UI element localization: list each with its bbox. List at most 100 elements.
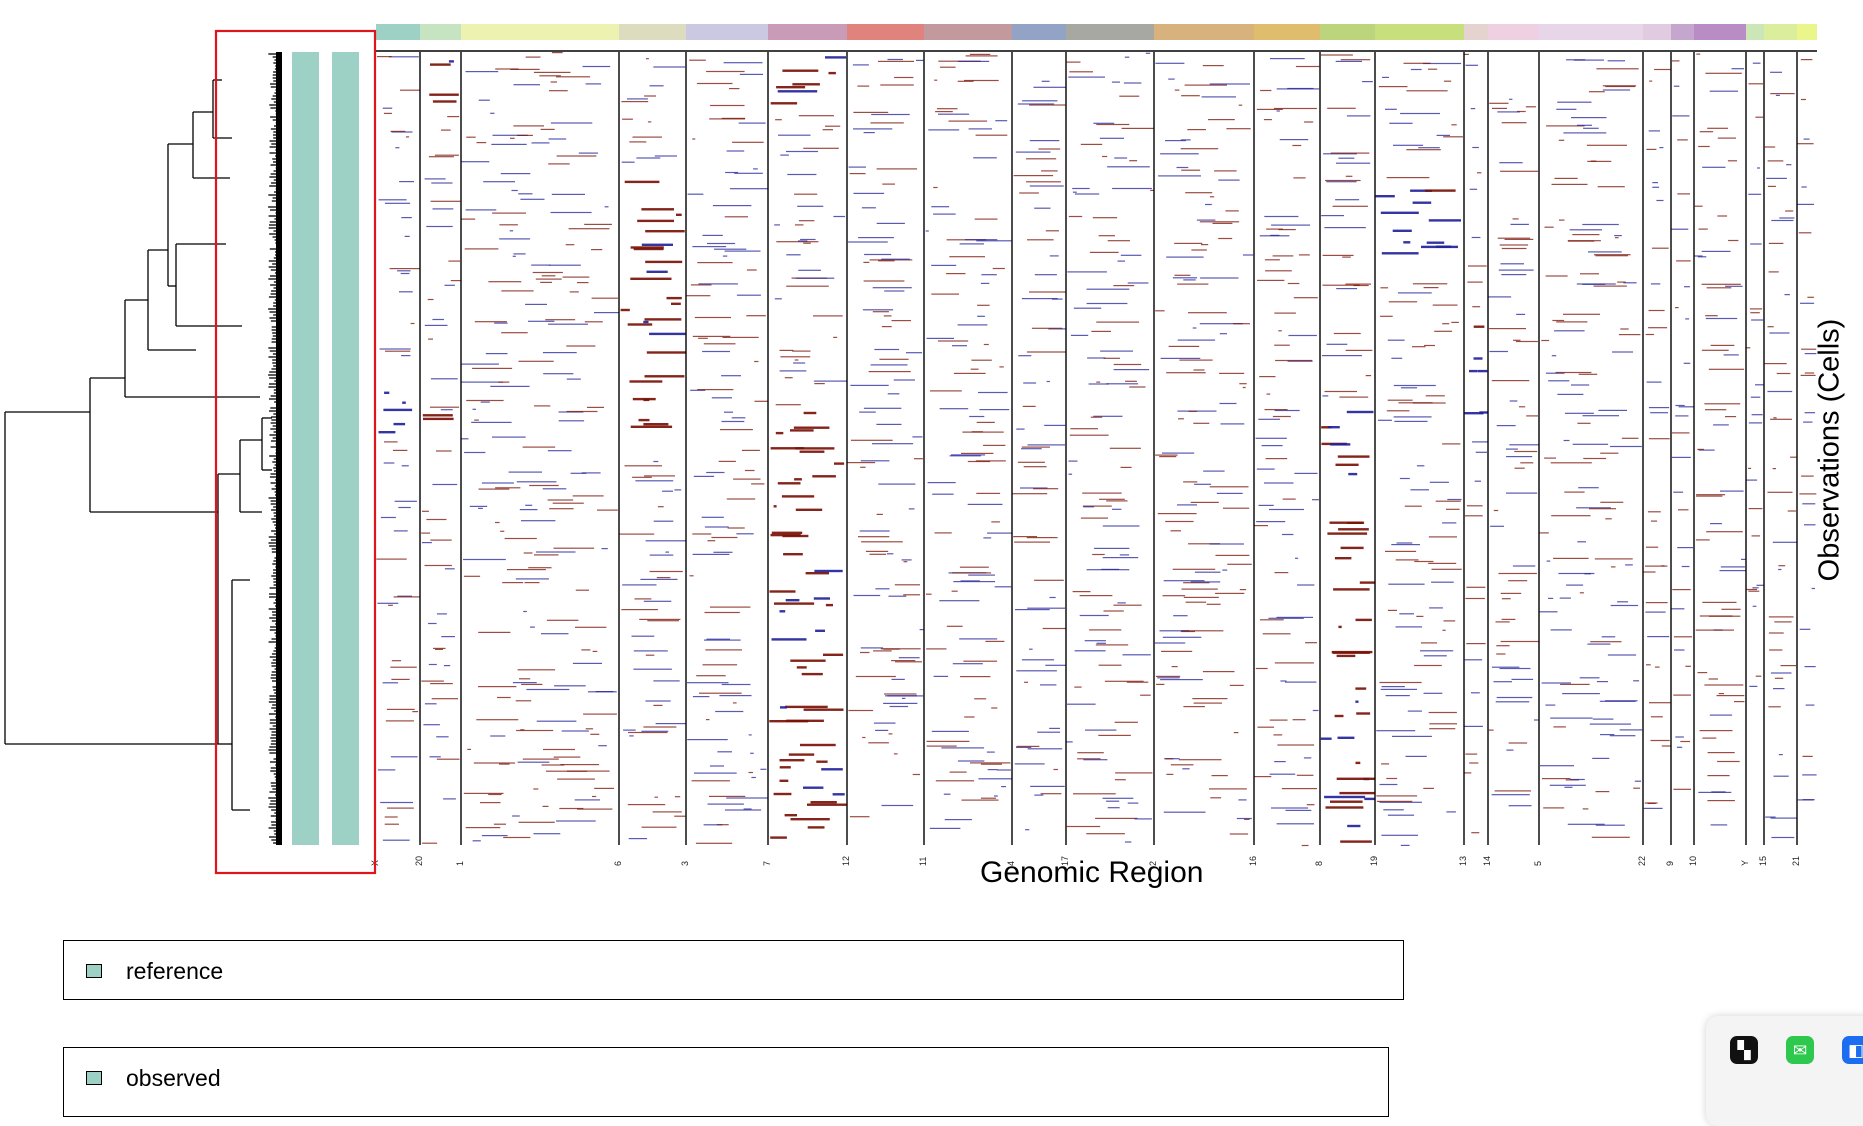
heatmap-cell [1727, 160, 1737, 162]
heatmap-cell [1768, 271, 1779, 273]
heatmap-cell [556, 820, 596, 822]
heatmap-cell [975, 134, 1008, 136]
heatmap-cell [1214, 170, 1237, 172]
heatmap-cell [850, 384, 889, 386]
heatmap-cell [1563, 132, 1607, 134]
heatmap-cell [876, 513, 883, 515]
heatmap-cell [1086, 302, 1128, 305]
heatmap-cell [1027, 444, 1065, 446]
heatmap-cell [1182, 768, 1190, 770]
heatmap-cell [499, 224, 518, 226]
heatmap-cell [1429, 728, 1456, 730]
heatmap-cell [624, 465, 662, 467]
heatmap-cell [1591, 836, 1630, 838]
heatmap-cell [695, 842, 733, 844]
heatmap-cell [591, 249, 603, 251]
heatmap-cell [601, 548, 608, 550]
heatmap-cell [576, 282, 589, 284]
heatmap-cell [1322, 254, 1354, 256]
chrom-tick-label: 12 [841, 856, 851, 866]
heatmap-cell [870, 364, 908, 366]
app-icon[interactable]: ▚ [1730, 1036, 1758, 1064]
browser-icon[interactable]: ◧ [1842, 1036, 1863, 1064]
heatmap-cell [430, 200, 461, 202]
heatmap-cell [1553, 726, 1566, 728]
heatmap-cell [1293, 297, 1318, 299]
selection-highlight-box[interactable] [214, 29, 377, 875]
heatmap-cell [1034, 207, 1051, 209]
chrom-track-15 [1764, 24, 1797, 40]
heatmap-cell [1520, 462, 1534, 464]
heatmap-cell [1295, 65, 1320, 68]
heatmap-cell [860, 466, 866, 468]
heatmap-cell [780, 706, 787, 709]
heatmap-cell [1583, 127, 1599, 129]
heatmap-cell [1646, 664, 1651, 666]
heatmap-cell [1572, 443, 1609, 445]
heatmap-cell [1269, 773, 1296, 775]
heatmap-cell [813, 380, 847, 382]
heatmap-cell [863, 132, 875, 134]
heatmap-cell [714, 248, 747, 250]
heatmap-cell [1279, 139, 1309, 141]
heatmap-cell [1675, 415, 1689, 417]
heatmap-cell [1029, 185, 1064, 187]
heatmap-cell [786, 285, 829, 287]
heatmap-cell [1393, 416, 1432, 418]
heatmap-cell [1274, 107, 1317, 110]
heatmap-cell [750, 752, 754, 754]
heatmap-cell [991, 707, 998, 709]
heatmap-cell [803, 708, 844, 711]
heatmap-cell [1072, 187, 1090, 190]
heatmap-cell [1588, 91, 1605, 93]
heatmap-cell [1764, 146, 1776, 148]
heatmap-cell [394, 500, 417, 502]
heatmap-cell [492, 134, 528, 136]
heatmap-cell [803, 242, 811, 244]
wechat-icon[interactable]: ✉ [1786, 1036, 1814, 1064]
heatmap-cell [970, 762, 1011, 764]
heatmap-cell [645, 654, 655, 656]
heatmap-cell [466, 136, 476, 138]
chrom-tick-label: 6 [613, 861, 623, 866]
heatmap-cell [1082, 505, 1112, 507]
heatmap-cell [1767, 185, 1776, 187]
heatmap-cell [383, 462, 395, 464]
heatmap-cell [384, 823, 399, 825]
heatmap-cell [1239, 383, 1247, 385]
heatmap-cell [378, 199, 407, 201]
heatmap-cell [1534, 719, 1539, 721]
heatmap-cell [1165, 758, 1174, 760]
heatmap-cell [686, 295, 711, 297]
heatmap-cell [792, 83, 820, 86]
heatmap-cell [1786, 164, 1792, 166]
heatmap-cell [1428, 68, 1438, 70]
heatmap-cell [1492, 107, 1507, 109]
heatmap-cell [1034, 579, 1064, 581]
heatmap-cell [1466, 643, 1486, 645]
heatmap-cell [795, 277, 835, 279]
heatmap-cell [521, 683, 543, 685]
heatmap-cell [1233, 732, 1239, 734]
heatmap-cell [961, 799, 999, 801]
heatmap-cell [722, 336, 759, 338]
heatmap-cell [692, 696, 710, 698]
heatmap-cell [1779, 217, 1795, 219]
chrom-track-10 [1694, 24, 1746, 40]
heatmap-cell [864, 253, 892, 256]
heatmap-cell [875, 729, 889, 731]
heatmap-cell [951, 454, 986, 456]
heatmap-cell [952, 345, 967, 347]
y-axis-label: Observations (Cells) [1813, 318, 1846, 582]
heatmap-cell [1801, 475, 1814, 477]
heatmap-cell [1710, 344, 1735, 346]
heatmap-cell [698, 337, 708, 339]
heatmap-cell [1802, 755, 1813, 757]
heatmap-cell [646, 270, 668, 273]
heatmap-cell [421, 542, 432, 544]
floating-app-dock[interactable]: ▚ ✉ ◧ [1706, 1016, 1863, 1126]
heatmap-cell [1501, 618, 1516, 620]
heatmap-cell [1709, 714, 1733, 716]
heatmap-cell [1511, 678, 1534, 680]
heatmap-cell [1194, 571, 1221, 573]
